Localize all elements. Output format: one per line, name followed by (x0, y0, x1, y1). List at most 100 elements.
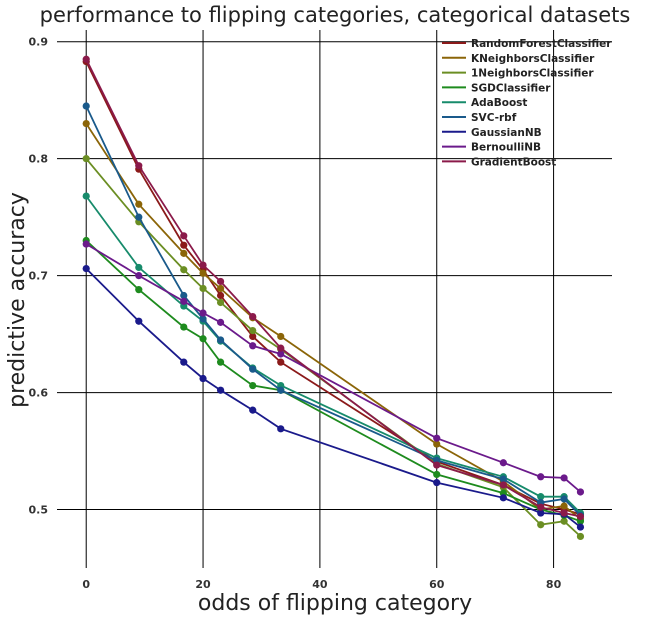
data-point (216, 277, 225, 286)
legend-item: SVC-rbf (442, 112, 517, 124)
chart-title: performance to flipping categories, cate… (40, 3, 631, 27)
legend-label: AdaBoost (471, 97, 527, 109)
data-point (249, 381, 257, 390)
data-point (433, 461, 441, 469)
series-line (85, 195, 582, 514)
legend-label: RandomForestClassifier (471, 38, 612, 50)
y-tick-label: 0.5 (29, 504, 49, 517)
data-point (433, 440, 441, 448)
data-point (82, 102, 90, 110)
series-1NeighborsClassifier (82, 155, 585, 541)
legend-label: GradientBoost (471, 156, 556, 168)
data-point (180, 266, 188, 274)
data-point (180, 232, 188, 240)
data-point (249, 312, 257, 321)
data-point (199, 269, 207, 277)
data-point (180, 249, 188, 257)
data-point (216, 358, 225, 366)
data-point (199, 315, 207, 323)
data-point (135, 200, 143, 208)
legend-item: SGDClassifier (442, 82, 551, 94)
data-point (537, 473, 545, 481)
legend: RandomForestClassifier KNeighborsClassifi… (442, 38, 612, 168)
data-point (560, 474, 568, 482)
data-point (216, 298, 225, 307)
legend-label: BernoulliNB (471, 142, 541, 154)
data-point (433, 434, 441, 442)
series-line (85, 267, 582, 528)
x-tick-label: 20 (195, 578, 211, 591)
data-point (499, 475, 507, 483)
data-point (135, 213, 143, 221)
legend-label: KNeighborsClassifier (471, 53, 595, 65)
series-line (85, 123, 582, 520)
x-tick-label: 60 (429, 578, 445, 591)
data-point (135, 272, 143, 280)
data-point (135, 317, 143, 325)
data-point (576, 523, 585, 531)
series-line (85, 158, 582, 538)
y-axis-label: predictive accuracy (5, 192, 30, 408)
data-point (249, 365, 257, 373)
series-BernoulliNB (82, 240, 585, 496)
data-point (537, 503, 545, 511)
data-point (216, 336, 225, 344)
tick-labels: 0 20 40 60 80 0.5 0.6 0.7 0.8 0.9 (29, 36, 562, 591)
legend-label: SVC-rbf (471, 112, 517, 124)
legend-item: 1NeighborsClassifier (442, 68, 594, 80)
data-point (180, 358, 188, 366)
data-point (277, 425, 285, 433)
data-point (82, 155, 90, 163)
series-KNeighborsClassifier (82, 119, 585, 523)
data-point (199, 374, 207, 383)
y-tick-label: 0.8 (29, 153, 49, 166)
data-point (499, 494, 507, 502)
data-point (82, 192, 90, 200)
data-point (277, 350, 285, 358)
x-axis-label: odds of flipping category (198, 591, 472, 616)
data-point (433, 470, 441, 479)
data-point (199, 309, 207, 317)
data-point (82, 119, 90, 128)
x-tick-label: 0 (82, 578, 90, 591)
legend-item: AdaBoost (442, 97, 527, 109)
data-point (560, 509, 568, 517)
series-line (85, 105, 582, 517)
legend-label: SGDClassifier (471, 82, 551, 94)
gridlines (57, 30, 612, 568)
data-point (277, 386, 285, 394)
legend-label: GaussianNB (471, 127, 542, 139)
legend-item: GaussianNB (442, 127, 542, 139)
legend-item: GradientBoost (442, 156, 556, 168)
data-point (180, 323, 188, 331)
legend-item: BernoulliNB (442, 142, 541, 154)
data-point (180, 241, 188, 249)
data-point (249, 332, 257, 341)
data-point (560, 502, 568, 510)
series-line (85, 58, 581, 518)
data-point (499, 481, 507, 489)
data-point (537, 521, 545, 529)
data-point (199, 284, 207, 293)
y-tick-label: 0.6 (29, 387, 49, 400)
data-point (537, 509, 545, 517)
data-point (576, 488, 585, 496)
data-point (576, 512, 585, 521)
data-point (82, 55, 90, 63)
y-tick-label: 0.9 (29, 36, 49, 49)
data-point (249, 406, 257, 414)
data-point (249, 326, 257, 335)
data-point (135, 263, 143, 272)
data-point (216, 386, 225, 394)
data-point (499, 459, 507, 467)
data-point (576, 532, 585, 541)
data-point (433, 479, 441, 487)
data-point (216, 318, 225, 326)
series-SVC-rbf (82, 102, 585, 519)
data-point (216, 291, 225, 300)
data-point (199, 335, 207, 343)
data-point (180, 291, 188, 300)
series-line (85, 239, 581, 523)
data-point (277, 358, 285, 366)
